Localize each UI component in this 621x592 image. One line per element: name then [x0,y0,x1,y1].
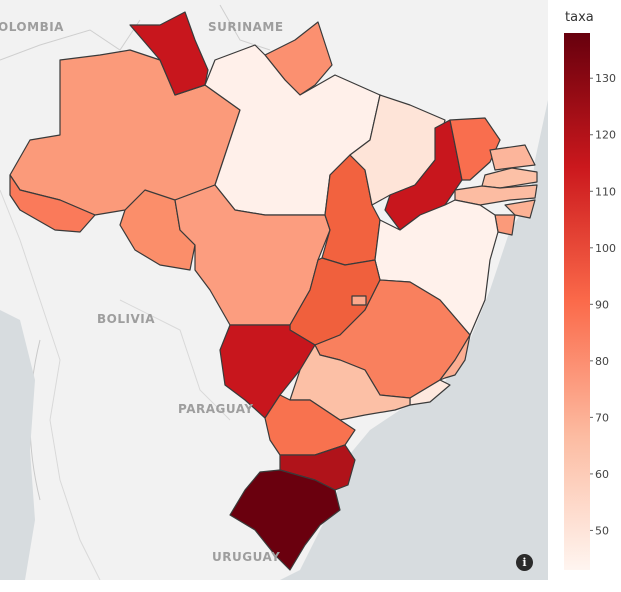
country-border [0,19,141,61]
colorbar-tick-label: 110 [595,185,616,198]
state-rio-grande-do-sul[interactable] [229,469,341,571]
colorbar-tick-label: 100 [595,242,616,255]
colorbar-tick-label: 130 [595,72,616,85]
colorbar-svg: 130 120 110 100 90 80 70 60 50 [564,33,616,570]
colorbar: 130 120 110 100 90 80 70 60 50 [548,0,621,588]
label-suriname: SURINAME [208,20,284,34]
state-acre[interactable] [9,174,96,233]
colorbar-title: taxa [565,10,594,25]
colorbar-tick-label: 120 [595,129,616,142]
state-distrito-federal[interactable] [351,295,367,306]
colorbar-tick-label: 90 [595,298,609,311]
label-uruguay: URUGUAY [212,550,281,564]
state-parana[interactable] [264,394,356,456]
country-border [0,189,101,580]
state-ceara[interactable] [449,117,501,181]
choropleth-map[interactable]: OLOMBIA SURINAME BOLIVIA PARAGUAY URUGUA… [0,0,548,580]
colorbar-tick-label: 50 [595,524,609,537]
colorbar-gradient [564,33,590,570]
label-paraguay: PARAGUAY [178,402,254,416]
pacific-ocean [0,310,35,580]
country-border [219,4,271,51]
colorbar-tick-label: 70 [595,411,609,424]
info-icon[interactable]: i [516,554,533,571]
map-canvas[interactable] [0,0,548,580]
label-bolivia: BOLIVIA [97,312,155,326]
label-colombia: OLOMBIA [0,20,64,34]
state-alagoas[interactable] [504,199,536,219]
colorbar-tick-label: 80 [595,355,609,368]
state-espirito-santo[interactable] [439,334,471,381]
state-rio-grande-do-norte[interactable] [489,144,536,171]
colorbar-tick-label: 60 [595,468,609,481]
country-border [119,299,231,421]
state-roraima[interactable] [129,11,209,96]
